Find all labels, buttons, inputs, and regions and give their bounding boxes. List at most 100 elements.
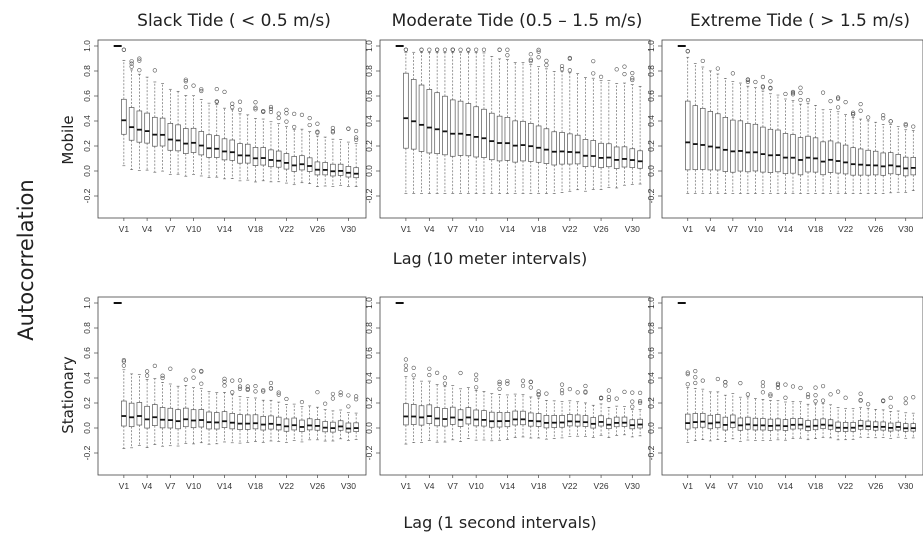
y-tick-label: -0.2 (364, 445, 374, 460)
box-lag-15 (229, 101, 236, 179)
outlier-point (183, 84, 188, 90)
y-tick-label: -0.2 (82, 445, 92, 460)
iqr-box (268, 149, 274, 168)
box-lag-19 (260, 109, 266, 182)
outlier-point (835, 95, 841, 100)
column-title-moderate: Moderate Tide (0.5 – 1.5 m/s) (392, 11, 643, 31)
x-tick-label: V4 (142, 481, 153, 491)
box-lag-10 (752, 79, 759, 194)
iqr-box (707, 414, 713, 430)
box-lag-24 (857, 102, 864, 194)
box-lag-4 (426, 366, 433, 441)
box-lag-9 (745, 392, 751, 441)
box-lag-29 (621, 64, 628, 186)
outlier-point (230, 390, 235, 395)
box-lag-30 (345, 126, 352, 187)
iqr-box (198, 409, 205, 428)
box-lag-10 (473, 372, 479, 441)
outlier-point (315, 130, 320, 135)
outlier-point (505, 53, 510, 58)
box-lag-19 (820, 90, 826, 194)
box-lag-22 (842, 395, 849, 441)
outlier-point (745, 79, 750, 84)
box-lag-29 (337, 139, 344, 186)
box-lag-12 (206, 391, 212, 445)
iqr-box (175, 409, 181, 430)
box-lag-20 (827, 392, 834, 439)
outlier-point (419, 47, 424, 52)
outlier-point (144, 369, 150, 374)
box-lag-13 (496, 47, 503, 194)
outlier-point (330, 391, 336, 397)
outlier-point (888, 404, 893, 409)
outlier-point (835, 389, 841, 394)
outlier-point (330, 396, 336, 401)
outlier-point (723, 380, 728, 385)
y-tick-label: 0.6 (364, 347, 374, 359)
x-tick-label: V7 (165, 481, 176, 491)
outlier-point (591, 71, 596, 76)
box-lag-22 (567, 55, 573, 192)
iqr-box (434, 92, 440, 155)
outlier-point (820, 90, 826, 95)
outlier-point (307, 116, 312, 121)
panel-frame (97, 296, 367, 476)
iqr-box (737, 120, 744, 172)
box-lag-20 (551, 400, 557, 439)
box-lag-16 (520, 62, 526, 194)
iqr-box (418, 405, 425, 426)
iqr-box (535, 125, 542, 163)
outlier-point (346, 393, 351, 398)
outlier-point (268, 104, 274, 110)
iqr-box (322, 162, 328, 176)
iqr-box (730, 414, 736, 428)
iqr-box (283, 418, 290, 432)
iqr-box (775, 418, 781, 431)
y-tick-label: 0.2 (82, 140, 92, 152)
outlier-point (768, 79, 773, 84)
box-lag-7 (730, 71, 736, 194)
box-lag-10 (190, 368, 197, 445)
x-tick-label: V14 (500, 481, 515, 491)
outlier-point (435, 47, 440, 52)
outlier-point (505, 378, 510, 384)
box-lag-25 (306, 116, 313, 184)
iqr-box (504, 117, 511, 161)
x-tick-label: V26 (594, 481, 609, 491)
box-lag-23 (850, 110, 856, 194)
box-lag-27 (880, 398, 886, 438)
outlier-point (820, 398, 826, 403)
y-tick-label: 0.8 (82, 322, 92, 334)
box-lag-24 (299, 112, 305, 184)
iqr-box (353, 167, 359, 179)
iqr-box (730, 119, 736, 173)
outlier-point (622, 64, 627, 69)
box-lag-22 (842, 99, 849, 194)
iqr-box (198, 131, 205, 156)
outlier-point (411, 365, 416, 370)
x-tick-label: V22 (562, 224, 577, 234)
outlier-point (268, 109, 274, 115)
iqr-box (805, 135, 811, 173)
x-tick-label: V26 (594, 224, 609, 234)
outlier-point (354, 137, 359, 142)
x-tick-label: V10 (469, 481, 484, 491)
outlier-point (911, 124, 916, 129)
outlier-point (903, 121, 908, 127)
outlier-point (230, 378, 235, 383)
outlier-point (598, 396, 604, 401)
outlier-point (614, 396, 619, 401)
outlier-point (637, 390, 643, 396)
box-lag-20 (551, 71, 557, 194)
iqr-box (767, 418, 774, 431)
box-lag-1 (685, 48, 691, 194)
box-lag-11 (760, 74, 766, 194)
outlier-point (137, 58, 142, 63)
box-lag-17 (244, 114, 251, 181)
iqr-box (812, 419, 819, 431)
iqr-box (692, 105, 698, 171)
box-lag-8 (175, 385, 181, 447)
box-lag-20 (827, 98, 834, 194)
outlier-point (813, 399, 818, 404)
outlier-point (253, 107, 258, 112)
